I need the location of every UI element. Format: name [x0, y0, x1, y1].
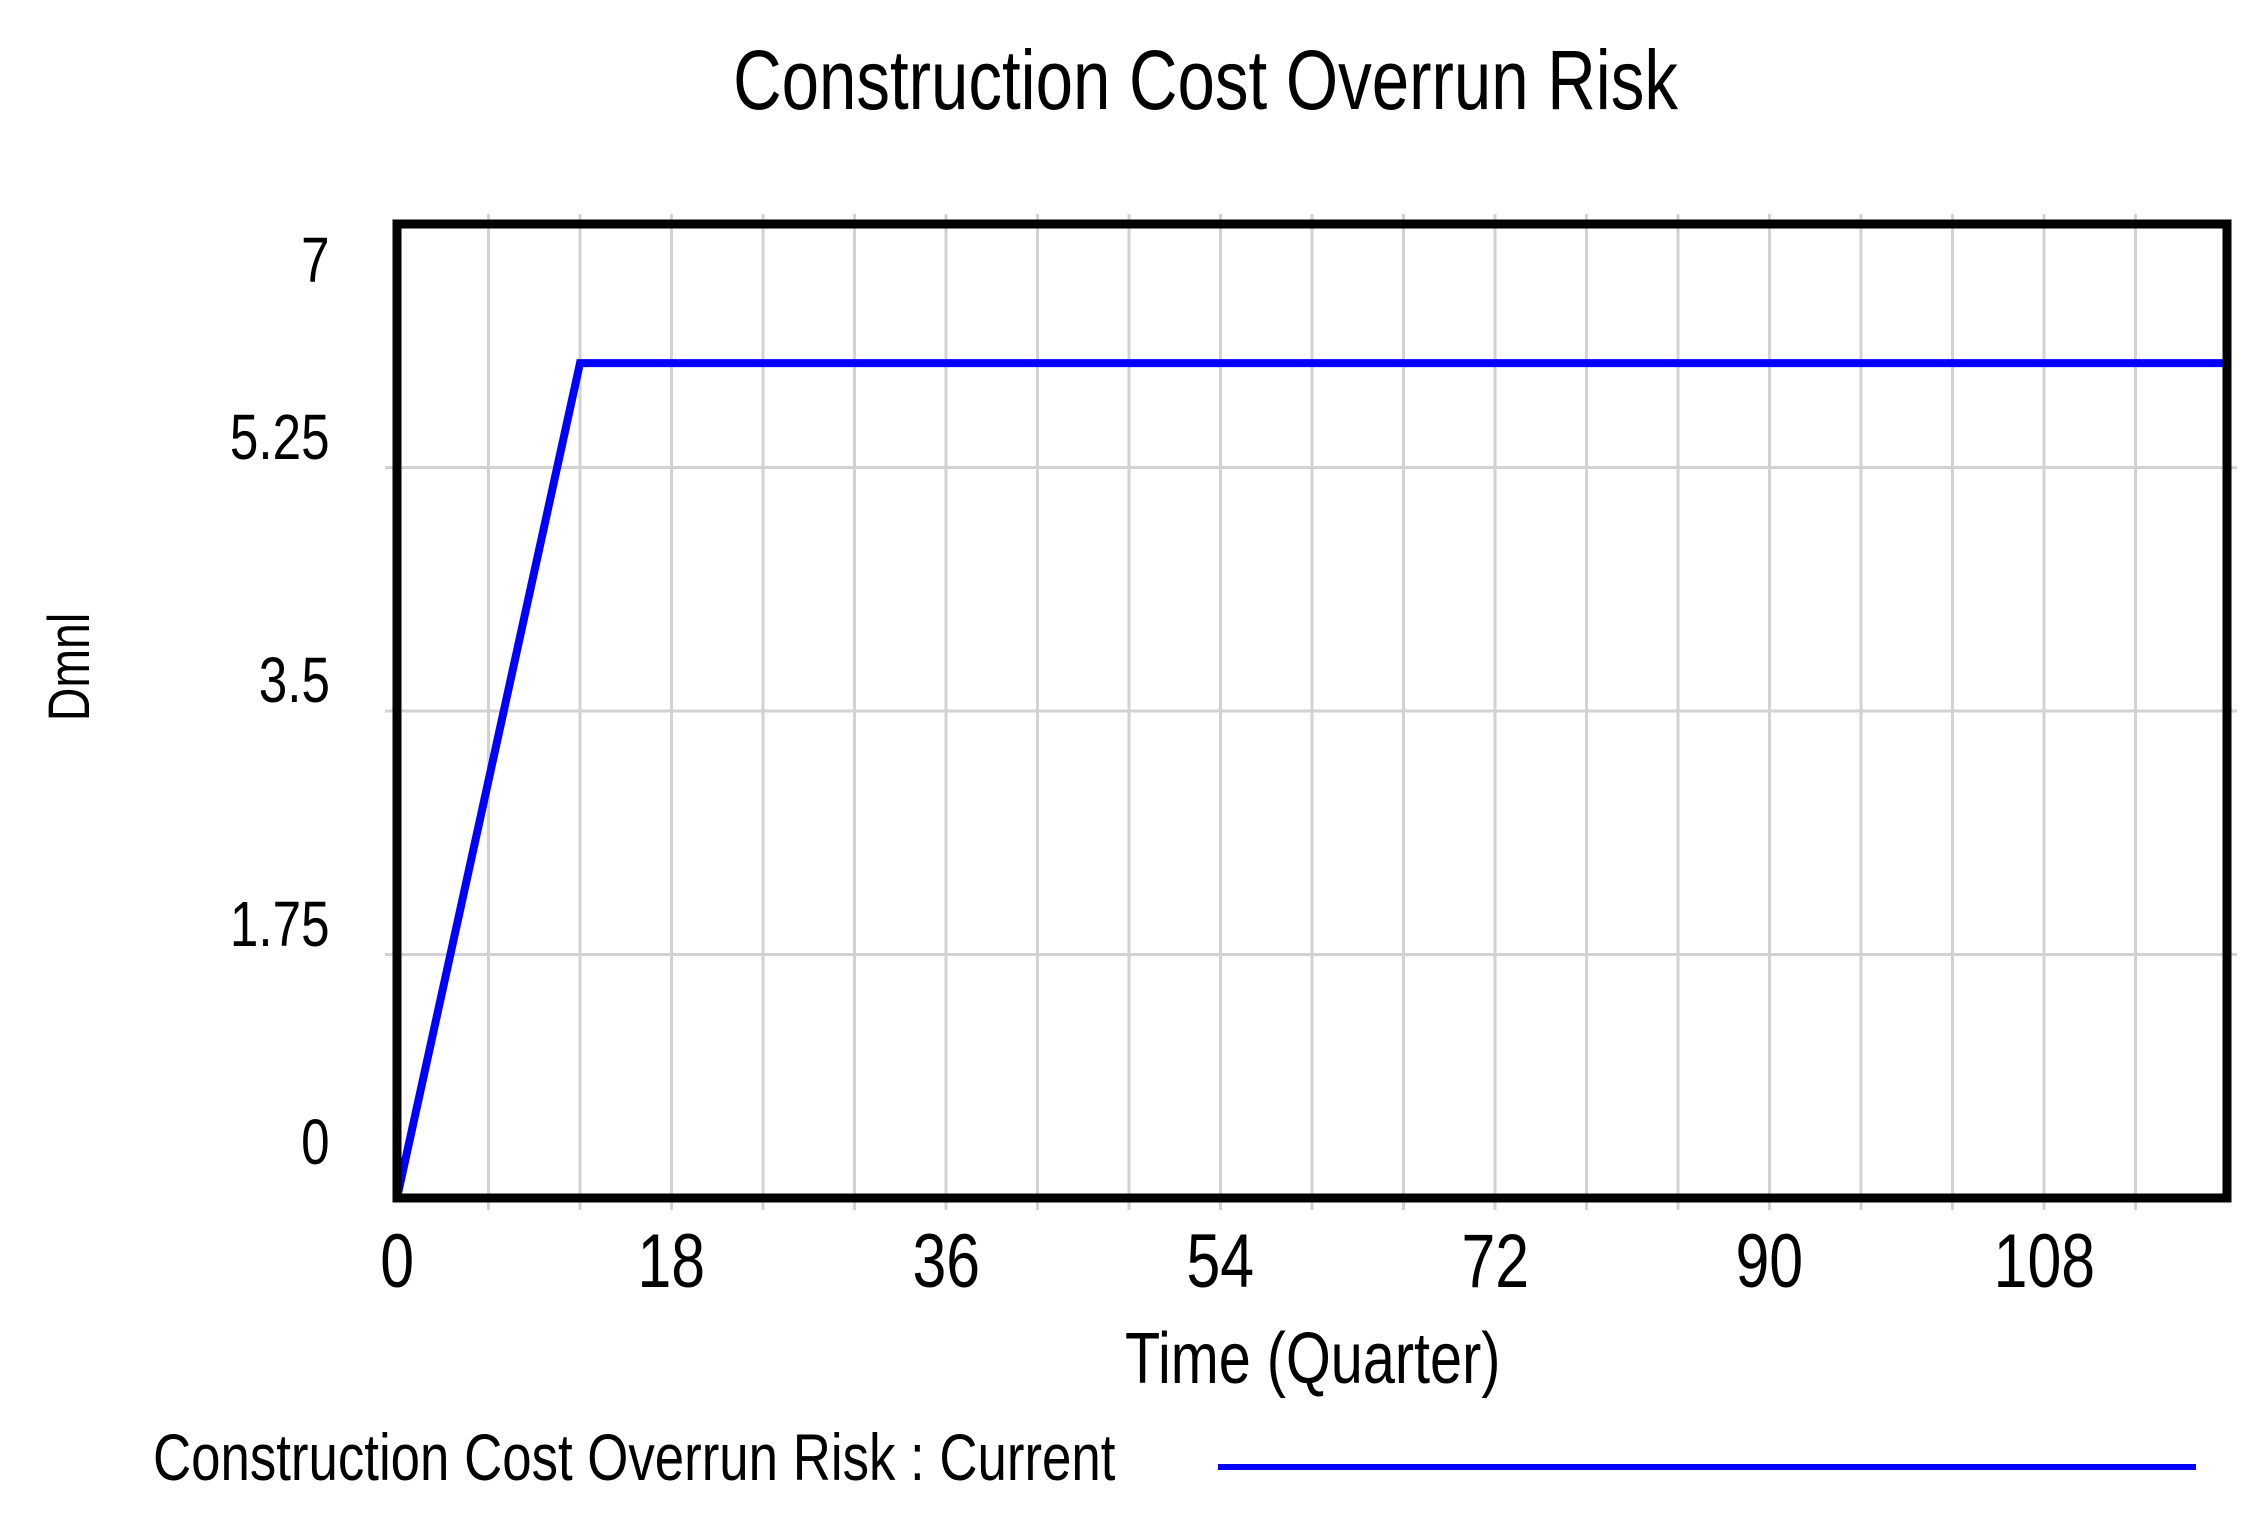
chart-title: Construction Cost Overrun Risk: [206, 30, 2206, 130]
legend: Construction Cost Overrun Risk : Current: [0, 1422, 2260, 1492]
legend-entry-label: Construction Cost Overrun Risk : Current: [153, 1422, 1356, 1492]
x-tick-label: 90: [1735, 1219, 1804, 1304]
x-tick-label: 18: [637, 1219, 706, 1304]
plot-border: [392, 219, 2232, 1203]
x-tick-label: 54: [1186, 1219, 1255, 1304]
x-tick-label: 36: [912, 1219, 980, 1304]
y-tick-label: 7: [301, 224, 330, 296]
x-tick-label: 108: [1993, 1219, 2095, 1304]
legend-line-sample: [1218, 1464, 2196, 1470]
y-tick-label: 5.25: [230, 400, 330, 473]
series-line: [393, 359, 2227, 1199]
y-tick-label: 0: [301, 1106, 330, 1178]
y-tick-label: 3.5: [258, 644, 330, 716]
x-axis-title: Time (Quarter): [313, 1320, 2260, 1398]
x-tick-label: 0: [380, 1219, 414, 1304]
y-tick-label: 1.75: [230, 887, 330, 960]
x-axis-title-text: Time (Quarter): [1125, 1319, 1501, 1399]
legend-entry-text: Construction Cost Overrun Risk : Current: [153, 1420, 1116, 1494]
chart-title-text: Construction Cost Overrun Risk: [733, 33, 1679, 127]
x-tick-label: 72: [1461, 1219, 1529, 1304]
